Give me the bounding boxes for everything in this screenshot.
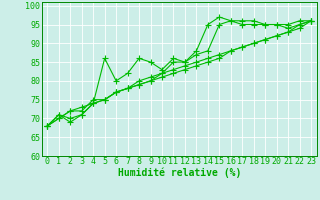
- X-axis label: Humidité relative (%): Humidité relative (%): [117, 168, 241, 178]
